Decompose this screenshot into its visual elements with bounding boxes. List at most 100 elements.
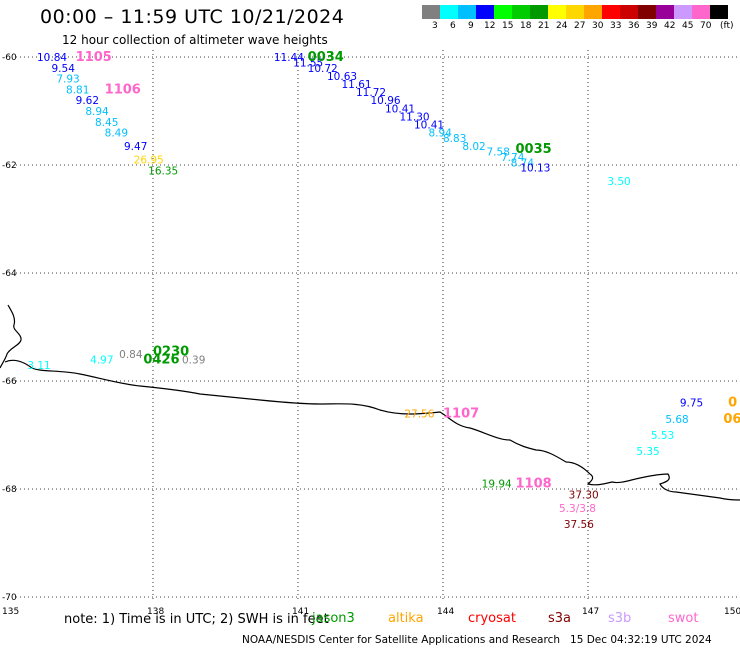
wave-height-label: 8.74 — [511, 157, 535, 169]
wave-height-label: 7.74 — [501, 152, 525, 164]
legend-item-cryosat: cryosat — [468, 611, 516, 626]
wave-height-label: 11.61 — [342, 79, 372, 91]
scale-label: 6 — [450, 21, 456, 31]
wave-height-label: 3.11 — [27, 360, 50, 372]
wave-height-label: 10.84 — [37, 52, 67, 64]
wave-height-label: 27.56 — [404, 408, 434, 420]
scale-unit: (ft) — [720, 21, 734, 31]
wave-height-label: 37.30 — [569, 489, 599, 501]
wave-height-label: 11.44 — [274, 52, 304, 64]
wave-height-label: 10.13 — [520, 163, 550, 175]
scale-label: 36 — [628, 21, 640, 31]
footer-note: note: 1) Time is in UTC; 2) SWH is in fe… — [64, 612, 329, 627]
scale-label: 18 — [520, 21, 532, 31]
scale-label: 30 — [592, 21, 604, 31]
pass-time-label: 1107 — [443, 406, 479, 421]
scale-label: 12 — [484, 21, 496, 31]
wave-height-label: 8.81 — [66, 84, 89, 96]
wave-height-label: 0.84 — [119, 349, 143, 361]
latitude-label: -62 — [2, 161, 17, 171]
wave-height-label: 5.3/3.8 — [559, 503, 596, 515]
scale-swatch — [584, 5, 602, 19]
legend-item-s3a: s3a — [548, 611, 572, 626]
credit-line: NOAA/NESDIS Center for Satellite Applica… — [242, 634, 712, 646]
longitude-label: 150 — [724, 607, 740, 617]
map-subtitle: 12 hour collection of altimeter wave hei… — [62, 33, 328, 47]
scale-swatch — [566, 5, 584, 19]
scale-swatch — [494, 5, 512, 19]
scale-label: 45 — [682, 21, 694, 31]
wave-height-label: 5.53 — [651, 430, 674, 442]
wave-height-label: 7.93 — [56, 74, 79, 86]
scale-swatch — [458, 5, 476, 19]
pass-time-label: 0230 — [153, 344, 189, 359]
wave-height-label: 8.94 — [85, 106, 109, 118]
scale-label: 27 — [574, 21, 586, 31]
scale-label: 42 — [664, 21, 676, 31]
wave-height-label: 19.94 — [482, 479, 512, 491]
scale-label: 70 — [700, 21, 712, 31]
longitude-label: 135 — [2, 607, 19, 617]
scale-label: 9 — [468, 21, 474, 31]
longitude-label: 141 — [292, 607, 309, 617]
wave-height-label: 0.39 — [182, 354, 205, 366]
pass-time-label: 1105 — [76, 50, 112, 65]
wave-height-label: 9.62 — [76, 95, 99, 107]
pass-time-label: 0034 — [308, 50, 344, 65]
longitude-label: 138 — [147, 607, 164, 617]
pass-time-label: 1108 — [516, 477, 552, 492]
wave-height-label: 10.63 — [327, 71, 357, 83]
color-scale-labels: 3 6 9 12 15 18 21 24 27 30 33 36 39 42 45 70 (ft) — [422, 19, 740, 33]
scale-swatch — [692, 5, 710, 19]
wave-height-label: 10.96 — [371, 95, 401, 107]
wave-height-label: 8.45 — [95, 117, 118, 129]
wave-height-label: 7.58 — [487, 147, 510, 159]
scale-swatch — [548, 5, 566, 19]
pass-time-label: 1106 — [105, 82, 141, 97]
wave-height-label: 8.02 — [462, 141, 485, 153]
latitude-label: -60 — [2, 53, 17, 63]
scale-swatch — [656, 5, 674, 19]
scale-label: 33 — [610, 21, 622, 31]
scale-label: 21 — [538, 21, 550, 31]
wave-height-label: 5.68 — [665, 414, 688, 426]
wave-height-label: 9.54 — [52, 63, 76, 75]
longitude-label: 144 — [437, 607, 454, 617]
scale-swatch — [440, 5, 458, 19]
wave-height-label: 8.94 — [429, 128, 453, 140]
wave-height-label: 10.41 — [414, 120, 444, 132]
scale-swatch — [710, 5, 728, 19]
color-scale-swatches — [422, 5, 740, 19]
legend-item-s3b: s3b — [608, 611, 632, 626]
wave-height-label: 16.35 — [148, 165, 178, 177]
latitude-label: -70 — [2, 593, 17, 603]
coastline-path — [0, 304, 740, 501]
lat-lon-grid: 135 138 141 144 147 150 -60 -62 -64 -66 -68 -70 — [2, 50, 740, 617]
legend-item-jason3: jason3 — [312, 611, 355, 626]
legend-item-swot: swot — [668, 611, 699, 626]
wave-height-label: 11.30 — [400, 111, 430, 123]
longitude-label: 147 — [582, 607, 599, 617]
pass-time-label: 06 — [723, 412, 740, 427]
wave-height-color-scale: 3 6 9 12 15 18 21 24 27 30 33 36 39 42 45 70 (ft) — [422, 5, 740, 33]
scale-label: 3 — [432, 21, 438, 31]
wave-height-label: 10.41 — [385, 103, 415, 115]
scale-label: 39 — [646, 21, 658, 31]
scale-swatch — [674, 5, 692, 19]
wave-height-label: 11.72 — [356, 87, 386, 99]
scale-swatch — [602, 5, 620, 19]
timestamp-text: 15 Dec 04:32:19 UTC 2024 — [570, 634, 712, 646]
antarctic-coastline — [0, 304, 740, 501]
latitude-label: -66 — [2, 377, 17, 387]
scale-swatch — [530, 5, 548, 19]
wave-height-label: 3.50 — [607, 176, 630, 188]
wave-height-label: 10.72 — [308, 63, 338, 75]
pass-time-label: 0 — [728, 396, 737, 411]
latitude-label: -68 — [2, 485, 17, 495]
wave-height-label: 9.47 — [124, 141, 147, 153]
scale-swatch — [422, 5, 440, 19]
wave-height-label: 8.49 — [105, 128, 128, 140]
pass-time-label: 0035 — [516, 142, 552, 157]
